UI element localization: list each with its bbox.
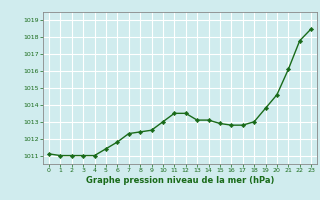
X-axis label: Graphe pression niveau de la mer (hPa): Graphe pression niveau de la mer (hPa): [86, 176, 274, 185]
